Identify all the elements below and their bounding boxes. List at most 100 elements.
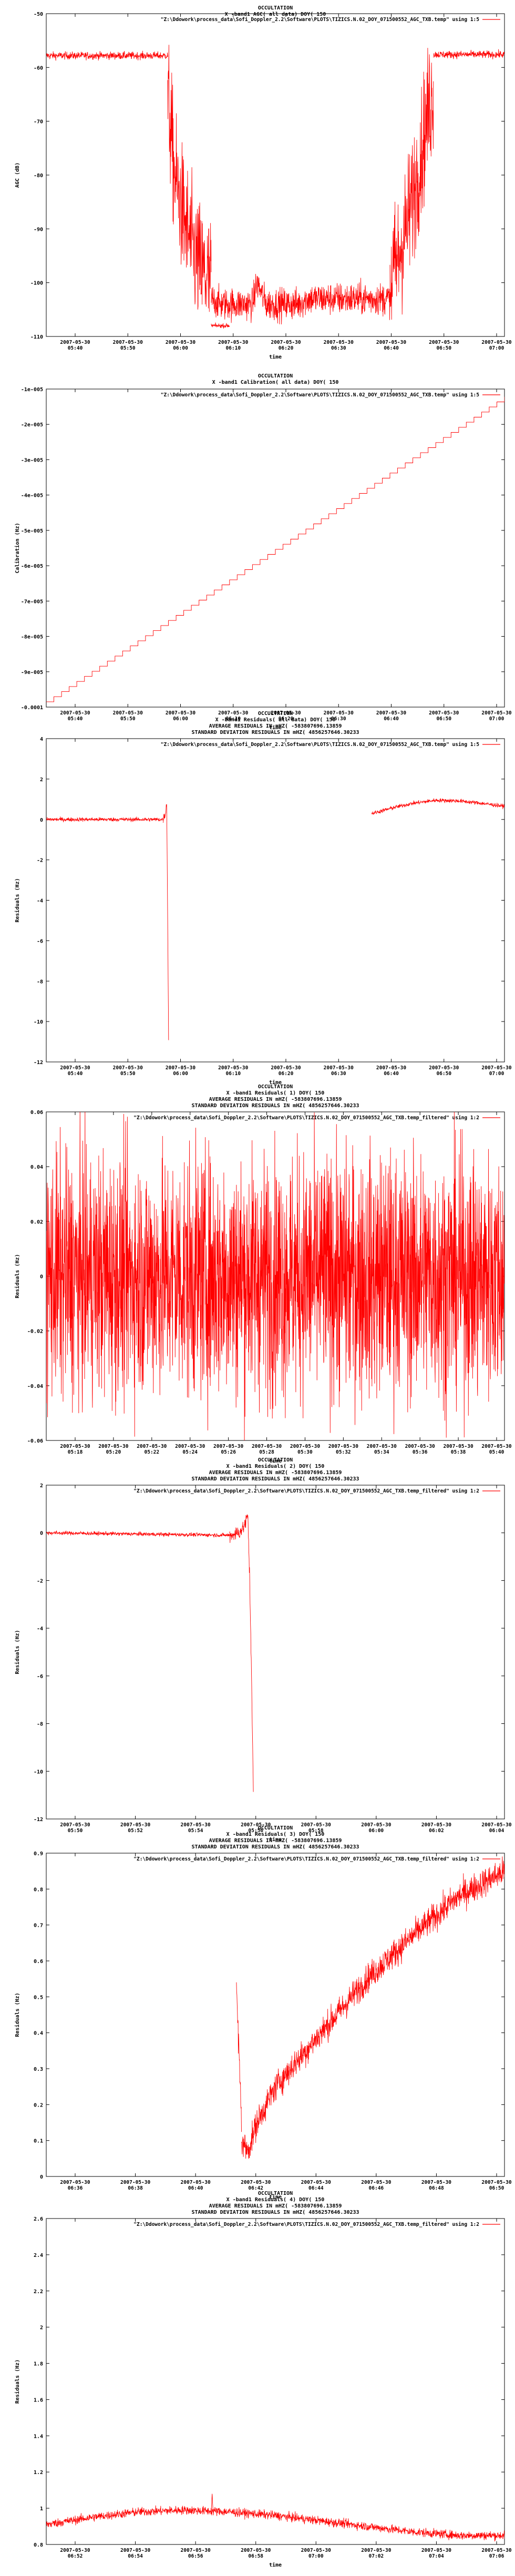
y-tick-label: 1.6 xyxy=(34,2397,43,2403)
x-tick-label: 2007-05-30 xyxy=(361,2180,391,2185)
x-tick-label: 06:02 xyxy=(429,1828,444,1834)
chart-title-line: AVERAGE RESIDUALS IN mHZ( -583807696.138… xyxy=(209,1470,342,1476)
x-tick-label: 05:40 xyxy=(68,1071,83,1077)
legend-label: "Z:\Ddowork\process_data\Sofi_Doppler_2.… xyxy=(161,742,480,748)
x-tick-label: 2007-05-30 xyxy=(429,710,459,716)
y-tick-label: 0.8 xyxy=(34,1887,43,1893)
x-tick-label: 07:06 xyxy=(489,2553,504,2559)
x-tick-label: 2007-05-30 xyxy=(421,2548,451,2553)
y-tick-label: 0.02 xyxy=(30,1219,43,1225)
x-tick-label: 2007-05-30 xyxy=(120,2548,150,2553)
x-tick-label: 2007-05-30 xyxy=(60,2180,90,2185)
plot-frame xyxy=(46,2218,505,2545)
chart-title-line: X -band1 Calibration( all data) DOY( 150 xyxy=(212,379,339,385)
x-tick-label: 06:46 xyxy=(369,2185,384,2191)
x-tick-label: 2007-05-30 xyxy=(137,1444,167,1449)
y-tick-label: -2e-005 xyxy=(21,422,43,428)
plot-frame xyxy=(46,13,505,337)
y-tick-label: 1 xyxy=(40,2506,43,2512)
x-tick-label: 05:40 xyxy=(68,716,83,722)
x-tick-label: 07:00 xyxy=(308,2553,324,2559)
x-tick-label: 2007-05-30 xyxy=(361,2548,391,2553)
x-tick-label: 06:38 xyxy=(128,2185,143,2191)
x-tick-label: 05:30 xyxy=(297,1449,313,1455)
series-line-segment xyxy=(229,1514,254,1792)
x-tick-label: 05:54 xyxy=(188,1828,203,1834)
legend-label: "Z:\Ddowork\process_data\Sofi_Doppler_2.… xyxy=(133,1488,479,1494)
x-tick-label: 2007-05-30 xyxy=(113,710,143,716)
plot-frame xyxy=(46,738,505,1062)
y-tick-label: -3e-005 xyxy=(21,457,43,463)
y-axis-label: AGC (dB) xyxy=(15,162,20,188)
y-axis-label: Residuals (Hz) xyxy=(14,1630,20,1674)
y-tick-label: -0.02 xyxy=(27,1329,43,1335)
chart-title-line: X -band1 Residuals( 2) DOY( 150 xyxy=(226,1463,325,1469)
x-tick-label: 06:50 xyxy=(436,1071,451,1077)
series-line-segment xyxy=(162,804,169,1040)
x-tick-label: 2007-05-30 xyxy=(60,1822,90,1828)
x-tick-label: 2007-05-30 xyxy=(120,1822,150,1828)
x-tick-label: 06:58 xyxy=(248,2553,263,2559)
x-tick-label: 06:44 xyxy=(308,2185,324,2191)
x-tick-label: 05:38 xyxy=(451,1449,466,1455)
x-tick-label: 05:40 xyxy=(489,1449,504,1455)
x-tick-label: 06:00 xyxy=(369,1828,384,1834)
x-tick-label: 06:10 xyxy=(225,716,241,722)
x-tick-label: 05:56 xyxy=(248,1828,263,1834)
x-tick-label: 06:36 xyxy=(68,2185,83,2191)
x-tick-label: 2007-05-30 xyxy=(481,340,511,345)
plot-frame xyxy=(46,1485,505,1819)
x-tick-label: 2007-05-30 xyxy=(328,1444,358,1449)
x-tick-label: 06:50 xyxy=(436,345,451,351)
chart-title-line: OCCULTATION xyxy=(258,1457,293,1463)
x-tick-label: 05:50 xyxy=(120,716,136,722)
chart-title-line: OCCULTATION xyxy=(258,2191,293,2196)
x-tick-label: 2007-05-30 xyxy=(271,340,301,345)
x-tick-label: 06:50 xyxy=(436,716,451,722)
x-tick-label: 06:50 xyxy=(489,2185,504,2191)
x-tick-label: 07:00 xyxy=(489,1071,504,1077)
y-tick-label: 1.8 xyxy=(34,2362,43,2367)
x-tick-label: 05:32 xyxy=(336,1449,351,1455)
chart-title-line: X -band1 AGC( all data) DOY( 150 xyxy=(225,12,326,17)
x-tick-label: 05:50 xyxy=(120,1071,136,1077)
series-line-segment xyxy=(241,1856,504,2159)
x-tick-label: 2007-05-30 xyxy=(290,1444,320,1449)
y-axis-label: Residuals (Hz) xyxy=(14,878,20,922)
y-tick-label: 0.4 xyxy=(34,2031,43,2037)
y-tick-label: -60 xyxy=(34,65,43,71)
series-line-segment xyxy=(46,2505,504,2542)
chart-title-line: OCCULTATION xyxy=(258,1825,293,1831)
series-line-segment xyxy=(433,49,504,59)
x-axis-label: time xyxy=(269,724,282,731)
y-tick-label: 2.2 xyxy=(34,2289,43,2295)
x-tick-label: 2007-05-30 xyxy=(429,340,459,345)
x-tick-label: 05:26 xyxy=(221,1449,236,1455)
y-tick-label: -6 xyxy=(37,938,43,944)
y-tick-label: 0 xyxy=(40,817,43,823)
series-line-segment xyxy=(371,798,504,815)
x-tick-label: 06:00 xyxy=(173,716,188,722)
chart-title-line: AVERAGE RESIDUALS IN mHZ( -583807696.138… xyxy=(209,723,342,729)
y-tick-label: -90 xyxy=(34,227,43,232)
x-tick-label: 2007-05-30 xyxy=(421,1822,451,1828)
plot-frame xyxy=(46,389,505,708)
x-tick-label: 2007-05-30 xyxy=(98,1444,128,1449)
x-tick-label: 2007-05-30 xyxy=(367,1444,397,1449)
series-line-segment xyxy=(389,48,434,320)
x-tick-label: 06:10 xyxy=(225,345,241,351)
chart-title-line: STANDARD DEVIATION RESIDUALS IN mHZ( 485… xyxy=(191,730,359,735)
y-tick-label: 2 xyxy=(40,777,43,783)
y-tick-label: -2 xyxy=(37,858,43,864)
y-tick-label: -8 xyxy=(37,1722,43,1727)
series-line-segment xyxy=(46,816,163,823)
x-tick-label: 06:04 xyxy=(489,1828,504,1834)
x-tick-label: 2007-05-30 xyxy=(181,1822,211,1828)
chart-title-line: OCCULTATION xyxy=(258,711,293,717)
series-line-segment xyxy=(211,273,390,325)
y-tick-label: 0 xyxy=(40,1274,43,1280)
